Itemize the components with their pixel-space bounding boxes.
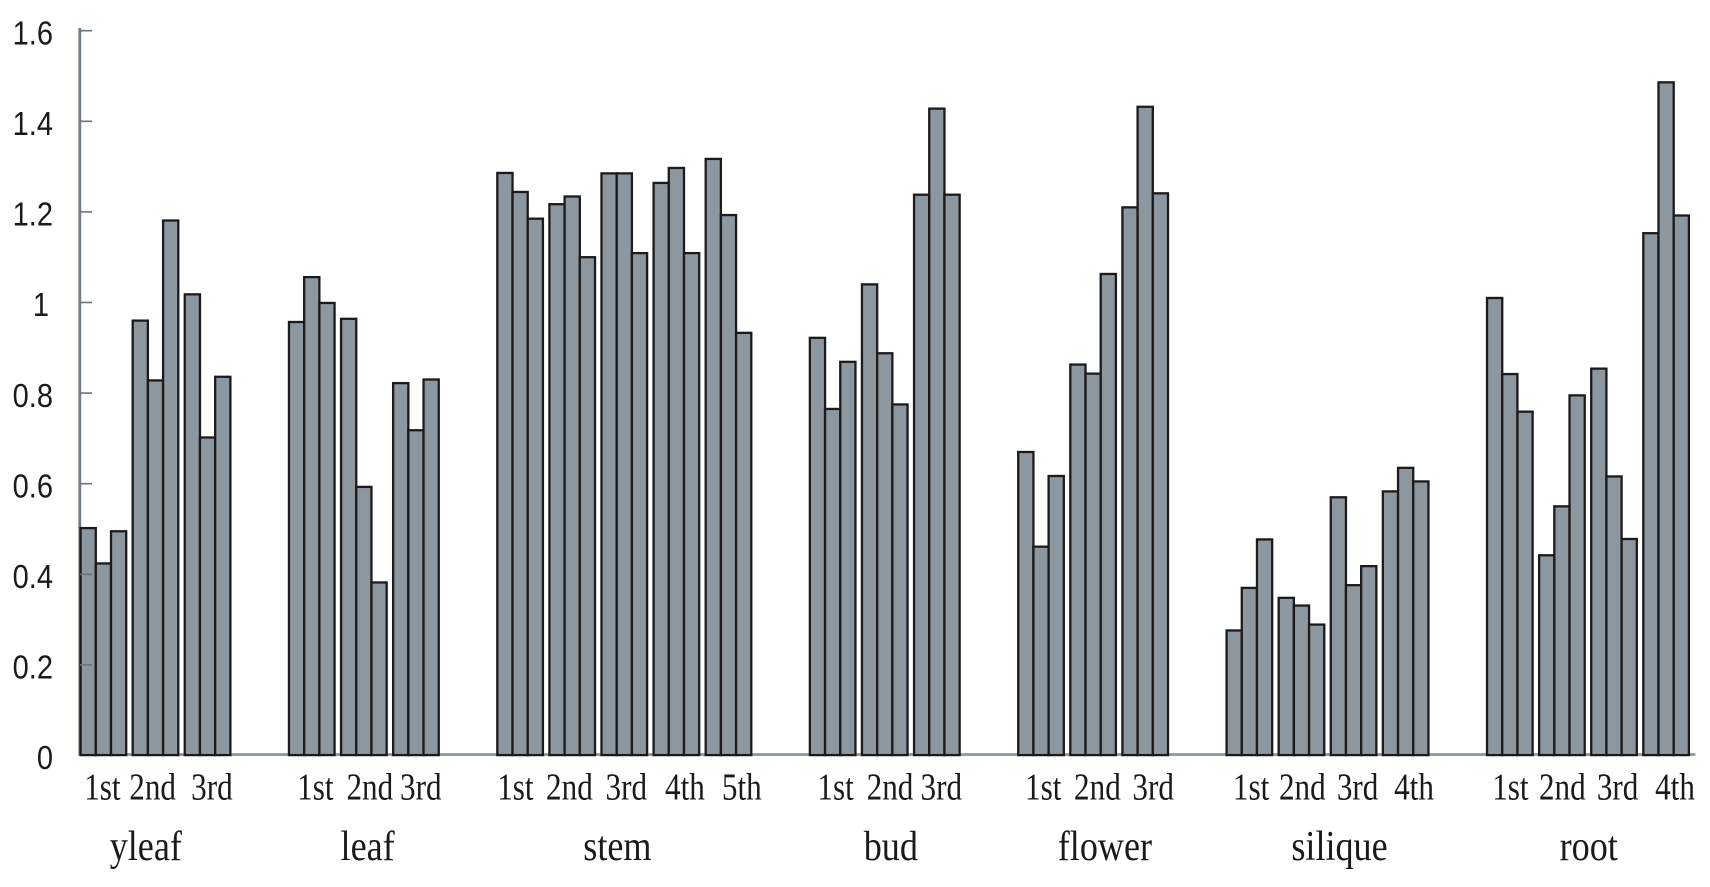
svg-text:3rd: 3rd: [921, 766, 963, 809]
svg-text:leaf: leaf: [341, 824, 396, 870]
svg-text:4th: 4th: [1655, 766, 1695, 809]
svg-text:silique: silique: [1291, 824, 1387, 870]
svg-text:2nd: 2nd: [346, 766, 393, 809]
svg-text:3rd: 3rd: [606, 766, 648, 809]
svg-text:0.6: 0.6: [13, 468, 53, 505]
svg-text:4th: 4th: [665, 766, 705, 809]
svg-text:stem: stem: [583, 824, 651, 870]
svg-text:1st: 1st: [1025, 766, 1062, 809]
svg-text:1: 1: [33, 286, 49, 323]
svg-text:2nd: 2nd: [1074, 766, 1121, 809]
svg-text:2nd: 2nd: [867, 766, 914, 809]
svg-text:0.2: 0.2: [13, 649, 53, 686]
svg-text:1.2: 1.2: [13, 196, 53, 233]
svg-text:3rd: 3rd: [400, 766, 442, 809]
svg-text:1st: 1st: [1492, 766, 1529, 809]
svg-text:1st: 1st: [297, 766, 334, 809]
svg-text:5th: 5th: [722, 766, 762, 809]
svg-text:4th: 4th: [1394, 766, 1434, 809]
svg-text:root: root: [1560, 824, 1618, 870]
svg-text:3rd: 3rd: [1132, 766, 1174, 809]
svg-text:2nd: 2nd: [129, 766, 176, 809]
svg-text:1st: 1st: [497, 766, 534, 809]
svg-text:3rd: 3rd: [1597, 766, 1639, 809]
svg-text:2nd: 2nd: [1539, 766, 1586, 809]
svg-text:0.4: 0.4: [13, 558, 53, 595]
svg-text:1st: 1st: [84, 766, 121, 809]
svg-text:yleaf: yleaf: [110, 824, 183, 870]
svg-text:0.8: 0.8: [13, 377, 53, 414]
svg-text:1st: 1st: [1233, 766, 1270, 809]
svg-text:3rd: 3rd: [191, 766, 233, 809]
svg-text:1st: 1st: [817, 766, 854, 809]
svg-text:flower: flower: [1058, 824, 1152, 870]
svg-text:1.4: 1.4: [13, 105, 53, 142]
svg-text:2nd: 2nd: [546, 766, 593, 809]
svg-text:3rd: 3rd: [1337, 766, 1379, 809]
svg-text:bud: bud: [864, 824, 919, 870]
svg-text:0: 0: [37, 739, 53, 776]
svg-text:2nd: 2nd: [1279, 766, 1326, 809]
svg-text:1.6: 1.6: [13, 15, 53, 52]
